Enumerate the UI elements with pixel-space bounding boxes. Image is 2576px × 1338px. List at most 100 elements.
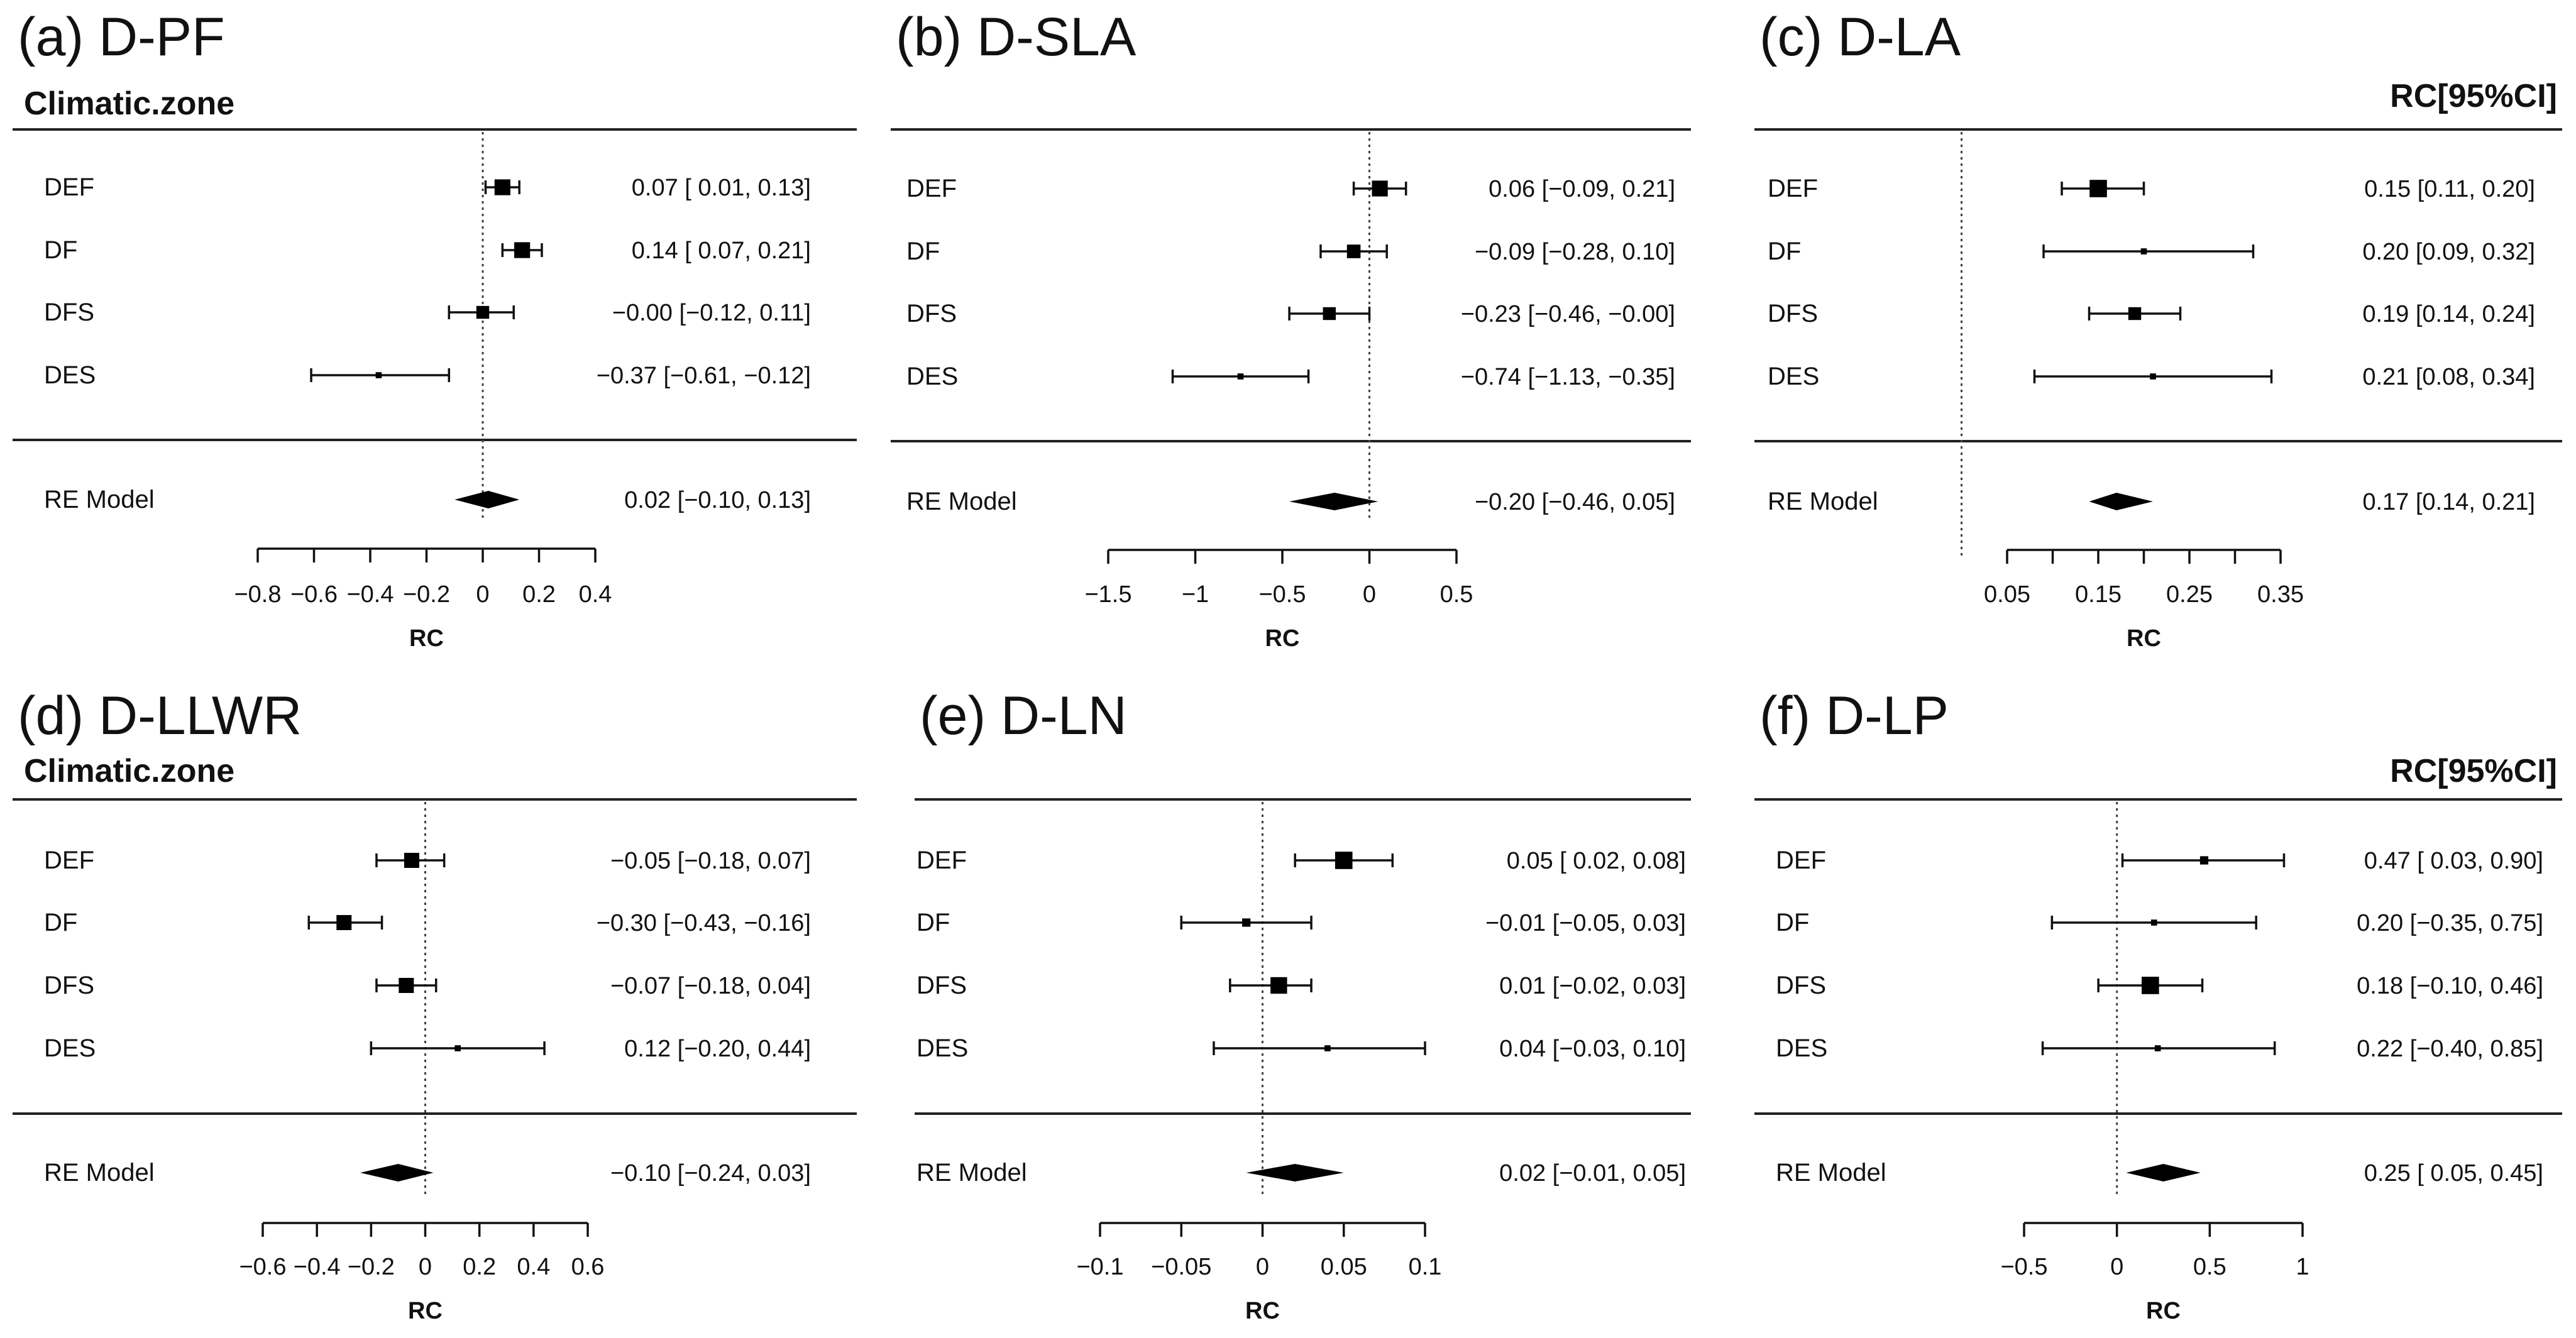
panel-title: (d) D-LLWR	[18, 686, 302, 746]
study-label: DF	[916, 909, 950, 936]
x-tick-label: 0.5	[2193, 1254, 2226, 1280]
estimate-text: 0.06 [−0.09, 0.21]	[1489, 176, 1675, 202]
point-estimate	[2199, 856, 2209, 865]
study-label: DES	[44, 1034, 96, 1062]
study-label: DES	[1768, 363, 1819, 390]
estimate-text: 0.21 [0.08, 0.34]	[2362, 364, 2535, 390]
x-tick-label: 0.4	[579, 581, 612, 608]
summary-label: RE Model	[1768, 488, 1878, 515]
x-tick-label: 0	[2110, 1254, 2123, 1280]
summary-diamond	[360, 1164, 434, 1182]
point-estimate	[494, 179, 510, 195]
estimate-text: 0.15 [0.11, 0.20]	[2364, 176, 2535, 202]
point-estimate	[454, 1045, 461, 1051]
summary-text: 0.02 [−0.10, 0.13]	[624, 487, 811, 513]
estimate-text: 0.14 [ 0.07, 0.21]	[632, 238, 811, 264]
x-tick-label: 0.35	[2257, 581, 2304, 608]
estimate-text: 0.47 [ 0.03, 0.90]	[2364, 848, 2543, 874]
x-axis-label: RC	[2146, 1298, 2181, 1324]
x-axis-label: RC	[408, 1298, 443, 1324]
x-tick-label: 0.2	[463, 1254, 496, 1280]
x-tick-label: −0.5	[1258, 581, 1306, 608]
study-label: DF	[44, 909, 77, 936]
estimate-text: 0.19 [0.14, 0.24]	[2362, 301, 2535, 327]
x-tick-label: −1.5	[1084, 581, 1131, 608]
panel-title: (a) D-PF	[18, 7, 225, 67]
estimate-text: −0.30 [−0.43, −0.16]	[597, 910, 811, 936]
point-estimate	[1324, 1045, 1331, 1051]
x-axis-label: RC	[1265, 625, 1300, 652]
estimate-text: 0.01 [−0.02, 0.03]	[1499, 973, 1686, 999]
summary-diamond	[1289, 493, 1379, 510]
point-estimate	[1335, 852, 1353, 869]
estimate-text: −0.07 [−0.18, 0.04]	[610, 973, 811, 999]
point-estimate	[1372, 180, 1388, 197]
study-label: DES	[916, 1034, 968, 1062]
x-tick-label: 0.05	[1321, 1254, 1367, 1280]
point-estimate	[2128, 307, 2142, 321]
study-label: DF	[44, 236, 77, 264]
summary-text: 0.02 [−0.01, 0.05]	[1499, 1160, 1686, 1187]
estimate-text: 0.20 [−0.35, 0.75]	[2357, 910, 2543, 936]
x-axis-label: RC	[1245, 1298, 1280, 1324]
point-estimate	[1237, 373, 1244, 380]
study-label: DFS	[1776, 972, 1826, 999]
point-estimate	[399, 978, 414, 993]
estimate-text: −0.00 [−0.12, 0.11]	[612, 300, 811, 326]
estimate-text: −0.37 [−0.61, −0.12]	[597, 363, 811, 389]
summary-diamond	[2089, 493, 2153, 510]
estimate-text: 0.18 [−0.10, 0.46]	[2357, 973, 2543, 999]
study-label: DFS	[44, 972, 94, 999]
point-estimate	[476, 305, 490, 319]
estimate-text: 0.22 [−0.40, 0.85]	[2357, 1036, 2543, 1062]
x-tick-label: 0.2	[522, 581, 556, 608]
point-estimate	[2140, 248, 2147, 255]
study-label: DFS	[1768, 300, 1818, 327]
point-estimate	[1323, 307, 1336, 321]
x-tick-label: 0.1	[1409, 1254, 1442, 1280]
column-header-left: Climatic.zone	[24, 753, 234, 789]
estimate-text: −0.23 [−0.46, −0.00]	[1461, 301, 1675, 327]
study-label: DEF	[44, 847, 94, 874]
x-tick-label: 1	[2296, 1254, 2309, 1280]
estimate-text: 0.20 [0.09, 0.32]	[2362, 239, 2535, 265]
x-tick-label: 0	[419, 1254, 432, 1280]
summary-text: 0.25 [ 0.05, 0.45]	[2364, 1160, 2543, 1187]
study-label: DEF	[916, 847, 967, 874]
summary-text: −0.10 [−0.24, 0.03]	[610, 1160, 811, 1187]
x-tick-label: 0.4	[517, 1254, 550, 1280]
study-label: DEF	[44, 173, 94, 201]
point-estimate	[2142, 977, 2159, 994]
x-tick-label: −0.5	[2000, 1254, 2047, 1280]
study-label: DEF	[1768, 175, 1818, 202]
x-tick-label: −0.4	[294, 1254, 341, 1280]
x-tick-label: 0.25	[2166, 581, 2213, 608]
x-tick-label: 0	[1256, 1254, 1269, 1280]
point-estimate	[336, 915, 352, 930]
x-tick-label: 0.5	[1440, 581, 1473, 608]
study-label: DF	[1768, 238, 1801, 265]
summary-diamond	[1246, 1164, 1344, 1182]
x-tick-label: 0	[1363, 581, 1376, 608]
x-tick-label: 0.6	[571, 1254, 605, 1280]
estimate-text: −0.09 [−0.28, 0.10]	[1475, 239, 1675, 265]
summary-text: 0.17 [0.14, 0.21]	[2362, 489, 2535, 515]
x-tick-label: 0.15	[2075, 581, 2122, 608]
study-label: DF	[906, 238, 940, 265]
column-header-right: RC[95%CI]	[2390, 78, 2557, 114]
point-estimate	[1346, 244, 1361, 258]
panel-title: (e) D-LN	[920, 686, 1127, 746]
point-estimate	[1270, 977, 1287, 994]
column-header-left: Climatic.zone	[24, 85, 234, 122]
summary-label: RE Model	[916, 1159, 1027, 1187]
study-label: DES	[44, 361, 96, 389]
panel-title: (c) D-LA	[1759, 7, 1961, 67]
summary-diamond	[2126, 1164, 2201, 1182]
x-tick-label: 0	[476, 581, 489, 608]
x-axis-label: RC	[2127, 625, 2161, 652]
x-tick-label: −0.6	[239, 1254, 286, 1280]
x-tick-label: −0.2	[403, 581, 450, 608]
summary-text: −0.20 [−0.46, 0.05]	[1475, 489, 1675, 515]
point-estimate	[1242, 918, 1251, 927]
